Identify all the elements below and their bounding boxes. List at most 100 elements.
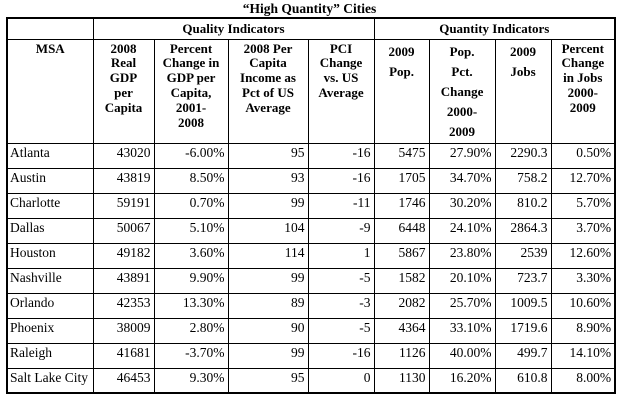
- quality-indicators-header: Quality Indicators: [92, 17, 375, 40]
- col-header-pci-change: PCI Change vs. US Average: [307, 38, 375, 144]
- page-title: “High Quantity” Cities: [242, 1, 377, 16]
- value-cell: 99: [227, 342, 309, 369]
- value-cell: 10.60%: [550, 292, 616, 319]
- table-row: Phoenix 38009 2.80% 90 -5 4364 33.10% 1719.6 8.9…: [6, 317, 616, 344]
- value-cell: 16.20%: [428, 367, 496, 394]
- value-cell: 38009: [92, 317, 155, 344]
- value-cell: 8.00%: [550, 367, 616, 394]
- table-row: Atlanta 43020 -6.00% 95 -16 5475 27.90% 2290.3 0…: [6, 142, 616, 169]
- col-header-pop-change: Pop. Pct. Change 2000- 2009: [428, 38, 496, 144]
- table-row: Houston 49182 3.60% 114 1 5867 23.80% 2539 12.60…: [6, 242, 616, 269]
- msa-cell: Houston: [6, 242, 94, 269]
- value-cell: 499.7: [494, 342, 552, 369]
- value-cell: 0: [307, 367, 375, 394]
- msa-cell: Orlando: [6, 292, 94, 319]
- value-cell: 3.70%: [550, 217, 616, 244]
- value-cell: 12.70%: [550, 167, 616, 194]
- table-row: Raleigh 41681 -3.70% 99 -16 1126 40.00% 499.7 14…: [6, 342, 616, 369]
- value-cell: 41681: [92, 342, 155, 369]
- value-cell: 3.60%: [153, 242, 229, 269]
- value-cell: 3.30%: [550, 267, 616, 294]
- value-cell: 25.70%: [428, 292, 496, 319]
- value-cell: 99: [227, 192, 309, 219]
- value-cell: -16: [307, 167, 375, 194]
- value-cell: 0.50%: [550, 142, 616, 169]
- value-cell: 1009.5: [494, 292, 552, 319]
- value-cell: 5475: [373, 142, 430, 169]
- msa-cell: Charlotte: [6, 192, 94, 219]
- value-cell: 34.70%: [428, 167, 496, 194]
- msa-cell: Atlanta: [6, 142, 94, 169]
- value-cell: 1719.6: [494, 317, 552, 344]
- value-cell: 89: [227, 292, 309, 319]
- value-cell: -11: [307, 192, 375, 219]
- col-header-pci-pct-us: 2008 Per Capita Income as Pct of US Aver…: [227, 38, 309, 144]
- value-cell: 14.10%: [550, 342, 616, 369]
- value-cell: 13.30%: [153, 292, 229, 319]
- msa-cell: Nashville: [6, 267, 94, 294]
- value-cell: 9.90%: [153, 267, 229, 294]
- value-cell: 95: [227, 142, 309, 169]
- value-cell: 810.2: [494, 192, 552, 219]
- value-cell: -6.00%: [153, 142, 229, 169]
- value-cell: 43020: [92, 142, 155, 169]
- value-cell: -3.70%: [153, 342, 229, 369]
- msa-cell: Dallas: [6, 217, 94, 244]
- value-cell: 2539: [494, 242, 552, 269]
- value-cell: 46453: [92, 367, 155, 394]
- value-cell: 90: [227, 317, 309, 344]
- value-cell: 8.50%: [153, 167, 229, 194]
- value-cell: -16: [307, 342, 375, 369]
- value-cell: -3: [307, 292, 375, 319]
- value-cell: 1: [307, 242, 375, 269]
- table-body: Atlanta 43020 -6.00% 95 -16 5475 27.90% 2290.3 0…: [6, 142, 616, 394]
- value-cell: 9.30%: [153, 367, 229, 394]
- value-cell: 20.10%: [428, 267, 496, 294]
- value-cell: 723.7: [494, 267, 552, 294]
- value-cell: 40.00%: [428, 342, 496, 369]
- table-row: Dallas 50067 5.10% 104 -9 6448 24.10% 2864.3 3.7…: [6, 217, 616, 244]
- value-cell: -9: [307, 217, 375, 244]
- value-cell: 2290.3: [494, 142, 552, 169]
- value-cell: 27.90%: [428, 142, 496, 169]
- col-header-2009-pop: 2009 Pop.: [373, 38, 430, 144]
- group-header-row: Quality Indicators Quantity Indicators: [6, 17, 616, 40]
- value-cell: 1746: [373, 192, 430, 219]
- corner-cell: [6, 17, 94, 40]
- value-cell: 95: [227, 367, 309, 394]
- value-cell: 4364: [373, 317, 430, 344]
- table-row: Orlando 42353 13.30% 89 -3 2082 25.70% 1009.5 10…: [6, 292, 616, 319]
- value-cell: 24.10%: [428, 217, 496, 244]
- value-cell: 114: [227, 242, 309, 269]
- value-cell: 23.80%: [428, 242, 496, 269]
- value-cell: 99: [227, 267, 309, 294]
- msa-cell: Salt Lake City: [6, 367, 94, 394]
- value-cell: 42353: [92, 292, 155, 319]
- value-cell: 50067: [92, 217, 155, 244]
- table-row: Austin 43819 8.50% 93 -16 1705 34.70% 758.2 12.7…: [6, 167, 616, 194]
- value-cell: 5867: [373, 242, 430, 269]
- value-cell: 30.20%: [428, 192, 496, 219]
- value-cell: 1582: [373, 267, 430, 294]
- quantity-indicators-header: Quantity Indicators: [373, 17, 616, 40]
- value-cell: 0.70%: [153, 192, 229, 219]
- table-row: Charlotte 59191 0.70% 99 -11 1746 30.20% 810.2 5…: [6, 192, 616, 219]
- value-cell: -5: [307, 317, 375, 344]
- table-row: Salt Lake City 46453 9.30% 95 0 1130 16.20% 610…: [6, 367, 616, 394]
- value-cell: 12.60%: [550, 242, 616, 269]
- value-cell: 49182: [92, 242, 155, 269]
- value-cell: 2082: [373, 292, 430, 319]
- value-cell: 2.80%: [153, 317, 229, 344]
- value-cell: 6448: [373, 217, 430, 244]
- value-cell: 610.8: [494, 367, 552, 394]
- col-header-2009-jobs: 2009 Jobs: [494, 38, 552, 144]
- value-cell: 5.10%: [153, 217, 229, 244]
- msa-cell: Raleigh: [6, 342, 94, 369]
- msa-cell: Phoenix: [6, 317, 94, 344]
- value-cell: 5.70%: [550, 192, 616, 219]
- value-cell: 1705: [373, 167, 430, 194]
- value-cell: 43891: [92, 267, 155, 294]
- column-header-row: MSA 2008 Real GDP per Capita Percent Cha…: [6, 38, 616, 144]
- value-cell: 1130: [373, 367, 430, 394]
